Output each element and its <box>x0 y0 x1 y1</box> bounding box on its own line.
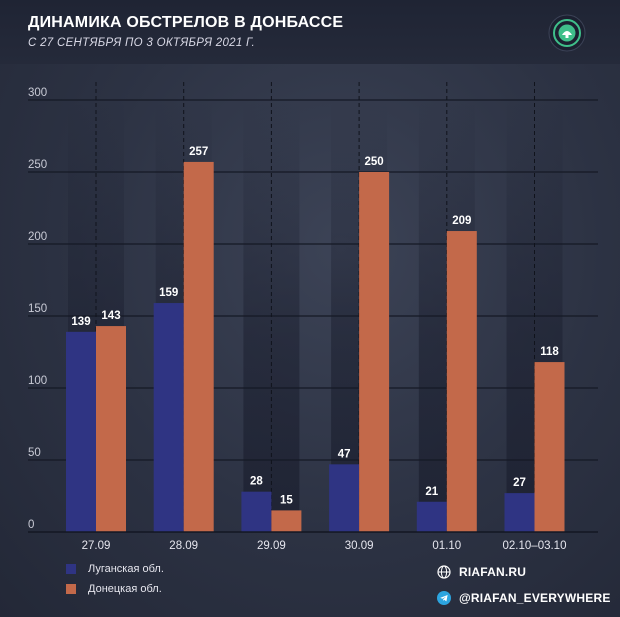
bar-value-label: 159 <box>159 287 178 299</box>
bar-value-label: 209 <box>452 215 471 227</box>
telegram-link[interactable]: @RIAFAN_EVERYWHERE <box>437 588 611 608</box>
x-tick-label: 27.09 <box>82 540 111 552</box>
legend-item-donetsk: Донецкая обл. <box>66 582 164 596</box>
legend-swatch-luhansk <box>66 564 76 574</box>
bar-value-label: 28 <box>250 476 263 488</box>
chart-subtitle: С 27 СЕНТЯБРЯ ПО 3 ОКТЯБРЯ 2021 Г. <box>28 37 255 49</box>
bar-value-label: 118 <box>540 346 559 358</box>
bar-value-label: 139 <box>71 316 90 328</box>
legend-swatch-donetsk <box>66 584 76 594</box>
website-link[interactable]: RIAFAN.RU <box>437 562 611 582</box>
chart-title: ДИНАМИКА ОБСТРЕЛОВ В ДОНБАССЕ <box>28 14 344 31</box>
legend: Луганская обл. Донецкая обл. <box>66 562 164 602</box>
header-bar <box>0 0 620 64</box>
telegram-icon <box>437 591 451 605</box>
bar-donetsk <box>359 172 390 532</box>
y-tick-label: 150 <box>28 303 47 315</box>
globe-icon <box>437 565 451 579</box>
bar-value-label: 15 <box>280 494 293 506</box>
bar-donetsk <box>271 510 302 532</box>
bar-chart: 0 50 100 150 200 250 300 139 159 28 47 21 27 143 257 15… <box>28 82 598 552</box>
x-tick-label: 02.10–03.10 <box>503 540 567 552</box>
y-tick-label: 50 <box>28 447 41 459</box>
bar-luhansk <box>416 501 447 532</box>
bar-luhansk <box>66 331 96 532</box>
bar-donetsk <box>446 231 477 533</box>
bar-value-label: 250 <box>365 156 384 168</box>
riafan-logo-icon <box>548 14 586 52</box>
y-tick-label: 200 <box>28 231 47 243</box>
bar-value-label: 27 <box>513 477 526 489</box>
x-tick-label: 28.09 <box>169 540 198 552</box>
bar-value-label: 47 <box>338 448 351 460</box>
bar-luhansk <box>241 491 272 532</box>
bar-luhansk <box>329 464 360 532</box>
bar-luhansk <box>504 493 535 532</box>
bar-value-label: 257 <box>189 146 208 158</box>
bar-value-label: 21 <box>425 486 438 498</box>
bar-donetsk <box>534 362 565 532</box>
bar-donetsk <box>96 326 126 532</box>
y-tick-label: 0 <box>28 519 34 531</box>
y-tick-label: 100 <box>28 375 47 387</box>
social-links: RIAFAN.RU @RIAFAN_EVERYWHERE <box>437 562 611 614</box>
y-tick-label: 300 <box>28 87 47 99</box>
legend-label-donetsk: Донецкая обл. <box>88 583 162 595</box>
legend-item-luhansk: Луганская обл. <box>66 562 164 576</box>
bar-value-label: 143 <box>101 310 120 322</box>
x-tick-label: 30.09 <box>345 540 374 552</box>
telegram-text: @RIAFAN_EVERYWHERE <box>459 591 611 605</box>
bar-luhansk <box>153 303 184 532</box>
bar-donetsk <box>183 161 214 533</box>
y-tick-label: 250 <box>28 159 47 171</box>
legend-label-luhansk: Луганская обл. <box>88 563 164 575</box>
x-tick-label: 01.10 <box>432 540 461 552</box>
x-tick-label: 29.09 <box>257 540 286 552</box>
website-text: RIAFAN.RU <box>459 565 527 579</box>
